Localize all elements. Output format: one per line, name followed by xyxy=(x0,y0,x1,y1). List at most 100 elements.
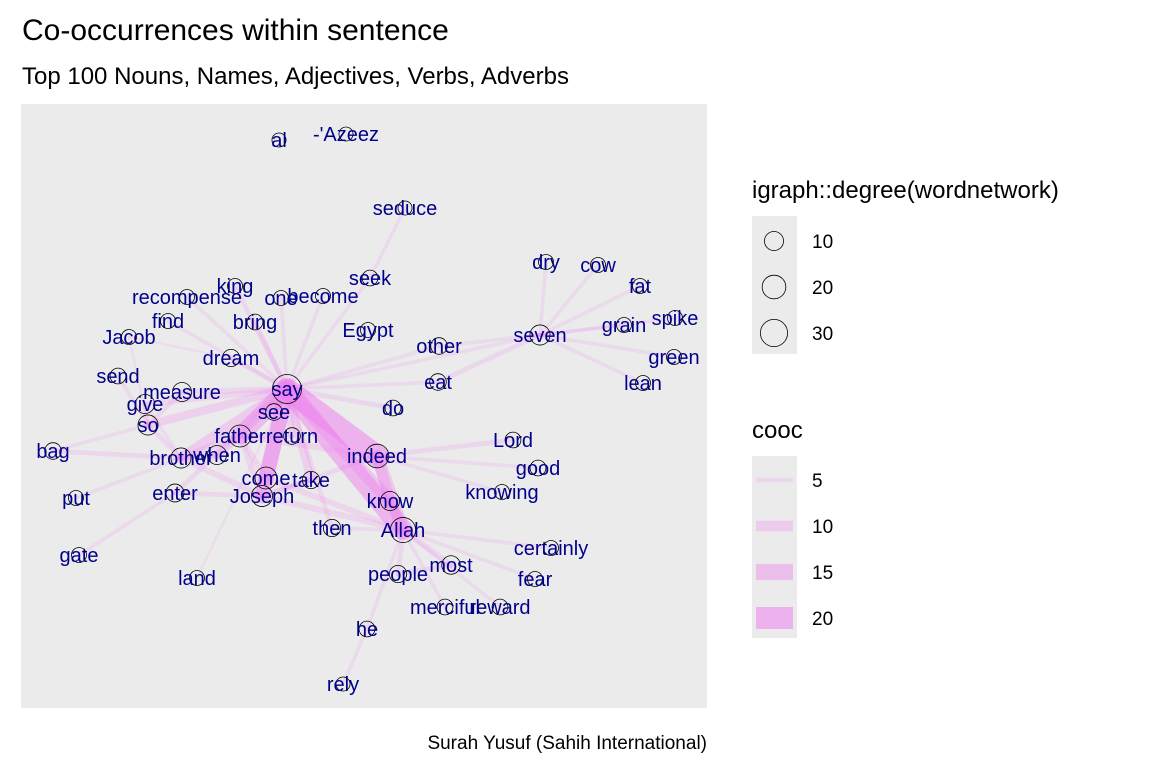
edge-brother-so xyxy=(145,422,184,461)
node-do xyxy=(384,399,402,417)
node-label-fear: fear xyxy=(518,569,553,591)
node-label-certainly: certainly xyxy=(514,538,588,560)
node-say xyxy=(272,374,302,404)
node-label-bring: bring xyxy=(233,312,277,334)
node-eat xyxy=(429,373,447,391)
node-label-take: take xyxy=(292,470,330,492)
node-label-find: find xyxy=(152,311,184,333)
node-label-say: say xyxy=(271,379,302,401)
node-label-merciful: merciful xyxy=(410,597,480,619)
node-label-give: give xyxy=(127,394,164,416)
node-layer xyxy=(44,126,683,692)
legend-degree-key-30 xyxy=(760,319,788,347)
edge-indeed-knowing xyxy=(375,454,504,494)
edge-brother-bag xyxy=(50,448,184,461)
node-label-enter: enter xyxy=(152,483,198,505)
node-label-fat: fat xyxy=(629,276,652,298)
edge-say-king xyxy=(232,283,290,392)
edge-allah-merciful xyxy=(401,528,447,609)
node-people xyxy=(388,564,408,584)
node-brother xyxy=(170,447,192,469)
edge-seven-other xyxy=(437,333,542,348)
edge-say-become xyxy=(285,294,325,391)
node-label-send: send xyxy=(96,366,139,388)
node-put xyxy=(68,490,84,506)
node-label-measure: measure xyxy=(143,382,221,404)
edge-seek-seduce xyxy=(368,206,407,280)
edge-say-so xyxy=(143,384,292,430)
legend-degree-label-30: 30 xyxy=(812,324,833,345)
edge-indeed-good xyxy=(375,454,540,470)
node-azeez xyxy=(338,126,354,142)
node-recompense xyxy=(179,289,195,305)
node-lord xyxy=(504,431,522,449)
node-when xyxy=(207,445,227,465)
edge-say-when xyxy=(212,384,292,460)
edge-seven-cow xyxy=(538,263,600,337)
legend-degree-label-10: 10 xyxy=(812,232,833,253)
edge-so-measure xyxy=(145,389,185,428)
node-label-so: so xyxy=(137,415,158,437)
node-one xyxy=(273,290,289,306)
legend-degree-keys: 10 20 30 xyxy=(760,231,833,347)
node-fat xyxy=(632,278,648,294)
node-know xyxy=(380,491,400,511)
edge-dream-jacob xyxy=(127,335,233,360)
edge-seven-dry xyxy=(538,260,548,337)
node-father xyxy=(228,424,252,448)
edge-say-recompense xyxy=(185,295,289,391)
node-dream xyxy=(221,348,241,368)
edge-say-one xyxy=(279,296,289,391)
node-label-return: return xyxy=(266,426,318,448)
edge-seven-spike xyxy=(538,316,677,337)
node-label-egypt: Egypt xyxy=(342,320,394,342)
edge-say-land xyxy=(195,387,289,580)
edge-enter-gate xyxy=(77,491,177,557)
node-king xyxy=(227,278,243,294)
legend-degree-key-bg xyxy=(752,216,797,354)
plot-panel xyxy=(21,104,707,708)
legend-cooc-label-5: 5 xyxy=(812,471,823,492)
node-label-put: put xyxy=(62,488,90,510)
node-enter xyxy=(165,483,185,503)
edge-say-joseph xyxy=(254,381,295,504)
node-grain xyxy=(616,317,632,333)
legend-degree-key-20 xyxy=(761,274,787,300)
node-seduce xyxy=(397,200,413,216)
node-egypt xyxy=(360,322,376,338)
edge-he-rely xyxy=(341,627,369,686)
edge-so-send xyxy=(116,374,150,427)
edge-say-find xyxy=(166,319,289,391)
node-label-spike: spike xyxy=(652,308,699,330)
legend-cooc-keys: 5 10 15 20 xyxy=(756,471,833,630)
node-merciful xyxy=(436,598,454,616)
node-gate xyxy=(71,547,87,563)
node-measure xyxy=(172,382,192,402)
node-label-cow: cow xyxy=(580,255,616,277)
node-label-dry: dry xyxy=(532,252,560,274)
node-label-do: do xyxy=(382,398,404,420)
chart-subtitle: Top 100 Nouns, Names, Adjectives, Verbs,… xyxy=(22,63,569,90)
edge-indeed-lord xyxy=(374,437,516,459)
legend-cooc-label-15: 15 xyxy=(812,563,833,584)
edge-father-come xyxy=(237,433,269,481)
node-rely xyxy=(335,676,351,692)
node-label-seek: seek xyxy=(349,268,392,290)
node-good xyxy=(529,459,547,477)
node-then xyxy=(322,518,342,538)
node-lean xyxy=(635,375,651,391)
node-take xyxy=(301,470,321,490)
edge-allah-certainly xyxy=(401,528,553,550)
edge-so-jacob xyxy=(127,335,150,427)
node-label-good: good xyxy=(516,458,561,480)
node-label-al: al xyxy=(271,130,287,152)
edge-say-give xyxy=(142,386,290,407)
node-label-lord: Lord xyxy=(493,430,533,452)
legend-cooc-title: cooc xyxy=(752,417,803,444)
edge-say-other xyxy=(285,344,441,391)
edge-brother-father xyxy=(177,432,244,462)
edge-brother-give xyxy=(143,402,183,460)
node-label-brother: brother xyxy=(149,448,213,470)
node-send xyxy=(109,367,127,385)
